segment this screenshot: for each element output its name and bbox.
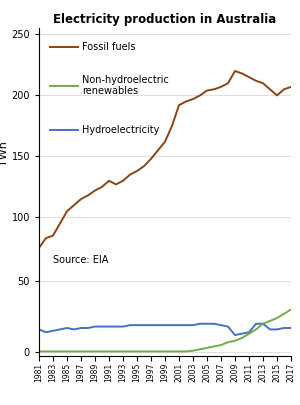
Text: Source: EIA: Source: EIA [53, 255, 108, 265]
Text: Fossil fuels: Fossil fuels [82, 42, 136, 52]
Y-axis label: TWh: TWh [0, 141, 9, 166]
Text: Non-hydroelectric
renewables: Non-hydroelectric renewables [82, 75, 169, 96]
Text: Hydroelectricity: Hydroelectricity [82, 125, 160, 134]
Title: Electricity production in Australia: Electricity production in Australia [53, 13, 277, 26]
